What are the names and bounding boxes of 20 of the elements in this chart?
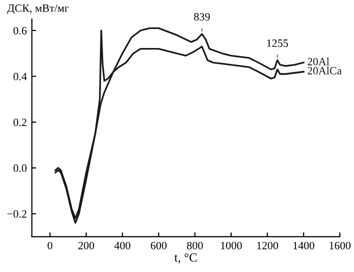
- y-axis-title: ДСК, мВт/мг: [7, 4, 69, 14]
- x-tick-label: 800: [187, 242, 203, 250]
- y-tick-label: 0.4: [14, 72, 27, 80]
- x-tick-label: 400: [114, 242, 130, 250]
- series-label: 20Al: [308, 58, 330, 66]
- x-tick-label: 600: [150, 242, 167, 250]
- x-tick-label: 1400: [293, 242, 314, 250]
- x-tick-label: 1000: [221, 242, 242, 250]
- x-tick-label: 1600: [330, 242, 351, 250]
- y-tick-label: 0.0: [14, 164, 27, 172]
- x-tick-label: 0: [48, 242, 52, 250]
- annotation: 1255: [267, 39, 288, 47]
- y-tick-label: 0.2: [14, 118, 26, 126]
- x-axis-title: t, °C: [174, 253, 197, 264]
- annotation: 839: [194, 13, 210, 21]
- x-tick-label: 200: [78, 242, 94, 250]
- y-tick-label: 0.6: [14, 26, 27, 35]
- x-tick-label: 1200: [257, 242, 278, 250]
- y-tick-label: −0.2: [7, 210, 26, 218]
- series-label: 20AlCa: [308, 66, 342, 75]
